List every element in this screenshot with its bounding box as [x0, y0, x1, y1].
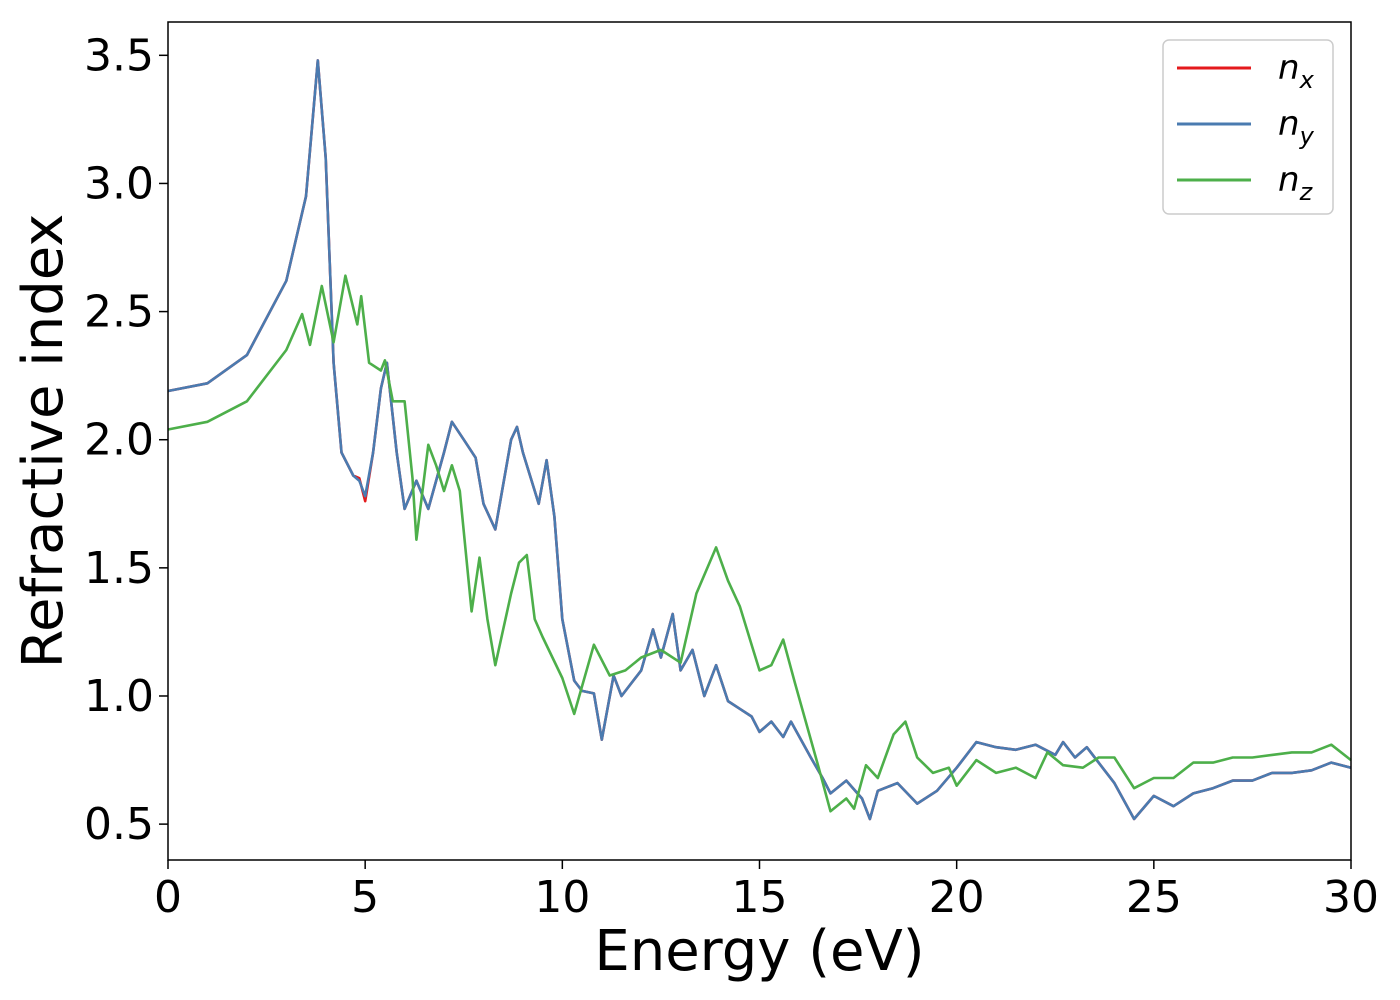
legend-box — [1162, 39, 1334, 215]
legend-label-n-y: ny — [1278, 104, 1315, 150]
legend-label-main: n — [1278, 48, 1300, 88]
x-tick-label: 30 — [1323, 872, 1379, 923]
x-tick-label: 15 — [732, 872, 788, 923]
y-tick-label: 3.5 — [84, 30, 154, 81]
y-axis-ticks: 0.5 1.0 1.5 2.0 2.5 3.0 3.5 — [84, 30, 168, 850]
y-tick-label: 1.5 — [84, 543, 154, 594]
legend-label-main: n — [1278, 104, 1300, 144]
x-tick-label: 20 — [929, 872, 985, 923]
y-tick-label: 1.0 — [84, 671, 154, 722]
x-tick-label: 25 — [1126, 872, 1182, 923]
legend-label-main: n — [1278, 160, 1300, 200]
y-tick-label: 2.0 — [84, 415, 154, 466]
y-tick-label: 2.5 — [84, 287, 154, 338]
x-tick-label: 5 — [351, 872, 379, 923]
x-tick-label: 10 — [534, 872, 590, 923]
x-axis-ticks: 0 5 10 15 20 25 30 — [154, 860, 1379, 923]
y-tick-label: 0.5 — [84, 799, 154, 850]
legend-label-subscript: x — [1299, 66, 1315, 94]
y-tick-label: 3.0 — [84, 158, 154, 209]
x-tick-label: 0 — [154, 872, 182, 923]
legend-label-subscript: y — [1299, 122, 1315, 150]
legend-label-n-x: nx — [1278, 48, 1315, 94]
y-axis-label: Refractive index — [11, 214, 76, 669]
legend-label-subscript: z — [1299, 178, 1314, 206]
series-line-n-z — [167, 274, 1352, 813]
x-axis-label: Energy (eV) — [594, 919, 924, 984]
series-layer — [167, 59, 1352, 821]
legend-label-n-z: nz — [1278, 160, 1314, 206]
